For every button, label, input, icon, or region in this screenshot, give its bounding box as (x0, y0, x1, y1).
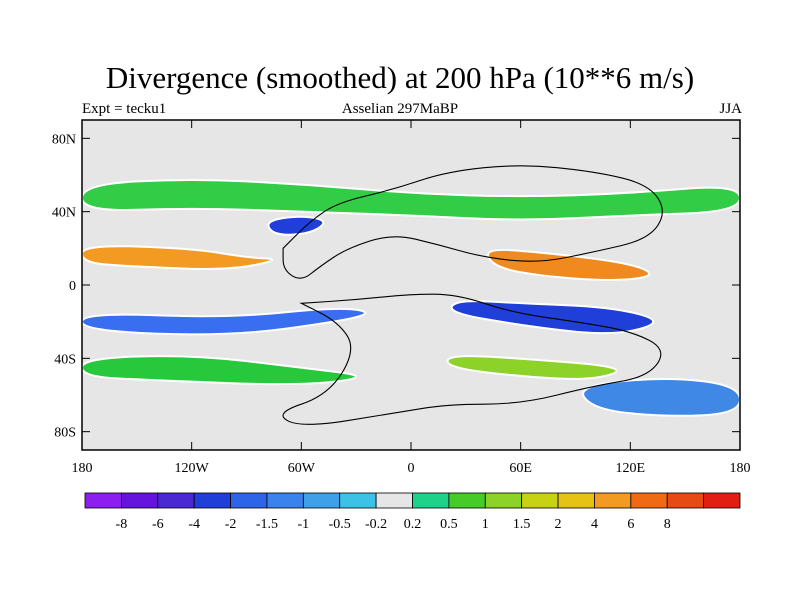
colorbar-swatch (84, 492, 122, 509)
lon-tick-label: 60E (509, 461, 532, 476)
colorbar-label: 2 (555, 517, 562, 532)
colorbar-label: -2 (225, 517, 237, 532)
season-label: JJA (719, 101, 742, 117)
north-divergence-band (82, 179, 740, 221)
colorbar-swatch (557, 492, 595, 509)
colorbar-swatch (666, 492, 705, 509)
colorbar-swatch (594, 492, 632, 509)
lon-tick-label: 180 (72, 461, 93, 476)
colorbar-label: -4 (188, 517, 200, 532)
map-title: Divergence (smoothed) at 200 hPa (10**6 … (105, 60, 695, 95)
equatorial-divergence-east (487, 248, 651, 281)
colorbar-swatch (375, 492, 413, 509)
colorbar-swatch (484, 492, 523, 509)
colorbar-swatch (703, 492, 741, 509)
colorbar-label: 8 (664, 517, 671, 532)
colorbar-swatch (448, 492, 486, 509)
lon-tick-label: 60W (288, 461, 316, 476)
lat-tick-label: 40N (52, 206, 76, 221)
colorbar-swatch (157, 492, 195, 509)
lon-tick-label: 120E (616, 461, 646, 476)
colorbar-label: -0.5 (329, 517, 351, 532)
lon-tick-label: 120W (175, 461, 210, 476)
lat-tick-label: 80S (54, 426, 76, 441)
colorbar-label: -6 (152, 517, 164, 532)
colorbar-label: 6 (627, 517, 634, 532)
colorbar-swatch (412, 492, 450, 509)
equatorial-divergence-west (82, 245, 274, 270)
southern-high-latitude-blue (582, 378, 740, 417)
colorbar-label: 1 (482, 517, 489, 532)
colorbar-swatch (193, 492, 231, 509)
midlat-divergence-south (82, 355, 358, 386)
lat-tick-label: 80N (52, 132, 76, 147)
lon-tick-label: 180 (730, 461, 751, 476)
colorbar-swatch (339, 492, 377, 509)
lat-tick-label: 40S (54, 352, 76, 367)
coastline-north-continent (282, 165, 663, 279)
colorbar-label: 0.2 (404, 517, 422, 532)
colorbar-swatch (302, 492, 341, 509)
colorbar-label: -8 (116, 517, 128, 532)
colorbar-label: 1.5 (513, 517, 531, 532)
coastline-south-continent (282, 293, 662, 425)
lat-tick-label: 0 (69, 279, 76, 294)
experiment-label: Expt = tecku1 (82, 101, 167, 117)
colorbar-swatch (521, 492, 559, 509)
colorbar-label: 4 (591, 517, 598, 532)
colorbar-label: 0.5 (440, 517, 458, 532)
colorbar-swatch (120, 492, 159, 509)
southern-divergence-east (446, 355, 618, 380)
lon-tick-label: 0 (408, 461, 415, 476)
colorbar-label: -0.2 (365, 517, 387, 532)
north-convergence-pacific (267, 215, 325, 236)
colorbar-swatch (630, 492, 668, 509)
period-label: Asselian 297MaBP (341, 101, 459, 117)
colorbar-swatch (266, 492, 304, 509)
colorbar-label: -1 (297, 517, 309, 532)
colorbar-swatch (230, 492, 268, 509)
tropical-convergence-band-west (82, 307, 367, 336)
colorbar-label: -1.5 (256, 517, 278, 532)
